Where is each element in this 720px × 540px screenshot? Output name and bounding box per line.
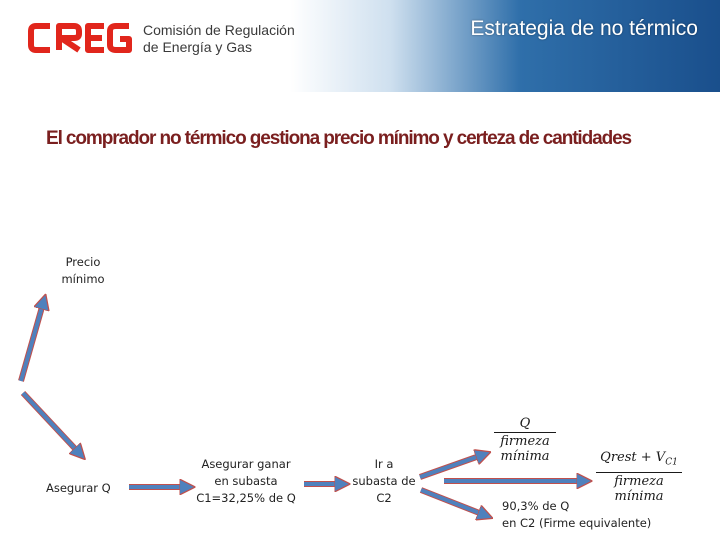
frac2-line: [596, 471, 682, 473]
header-banner: Comisión de Regulación de Energía y Gas …: [0, 0, 720, 92]
precio-label-line2: mínimo: [61, 272, 105, 286]
ganar-line1: Asegurar ganar: [201, 457, 291, 471]
ir-line3: C2: [376, 491, 392, 505]
frac1-den-line1: firmeza: [500, 434, 550, 449]
fraction-q-firmeza: Q firmeza mínima: [494, 416, 556, 464]
asegurar-ganar-label: Asegurar ganar en subasta C1=32,25% de Q: [192, 456, 300, 507]
fraction-qrest-firmeza: Qrest + VC1 firmeza mínima: [596, 450, 682, 504]
ir-subasta-label: Ir a subasta de C2: [346, 456, 422, 507]
pct-line2: en C2 (Firme equivalente): [502, 516, 652, 530]
frac1-den-line2: mínima: [500, 449, 550, 464]
org-name-line2: de Energía y Gas: [143, 39, 252, 55]
slide-subtitle: El comprador no térmico gestiona precio …: [46, 128, 632, 149]
frac1-line: [494, 432, 556, 433]
ir-line2: subasta de: [352, 474, 416, 488]
slide-title: Estrategia de no térmico: [470, 17, 698, 40]
precio-label-line1: Precio: [65, 255, 101, 269]
ganar-line3: C1=32,25% de Q: [196, 491, 296, 505]
frac2-den-line1: firmeza: [614, 473, 664, 489]
ir-line1: Ir a: [374, 457, 394, 471]
org-name-line1: Comisión de Regulación: [143, 22, 295, 38]
frac1-numerator: Q: [519, 416, 531, 431]
asegurar-q-label: Asegurar Q: [46, 481, 111, 495]
pct-line1: 90,3% de Q: [502, 499, 570, 513]
ganar-line2: en subasta: [214, 474, 278, 488]
firme-equivalente-label: 90,3% de Q en C2 (Firme equivalente): [502, 498, 651, 532]
frac2-num-text: Qrest + V: [600, 450, 666, 465]
frac2-num-sub: C1: [665, 457, 678, 468]
org-name: Comisión de Regulación de Energía y Gas: [143, 22, 295, 56]
frac2-numerator: Qrest + VC1: [596, 450, 682, 471]
creg-logo-icon: [28, 23, 132, 53]
precio-minimo-label: Precio mínimo: [58, 254, 108, 288]
frac2-den-line2: mínima: [614, 488, 664, 504]
